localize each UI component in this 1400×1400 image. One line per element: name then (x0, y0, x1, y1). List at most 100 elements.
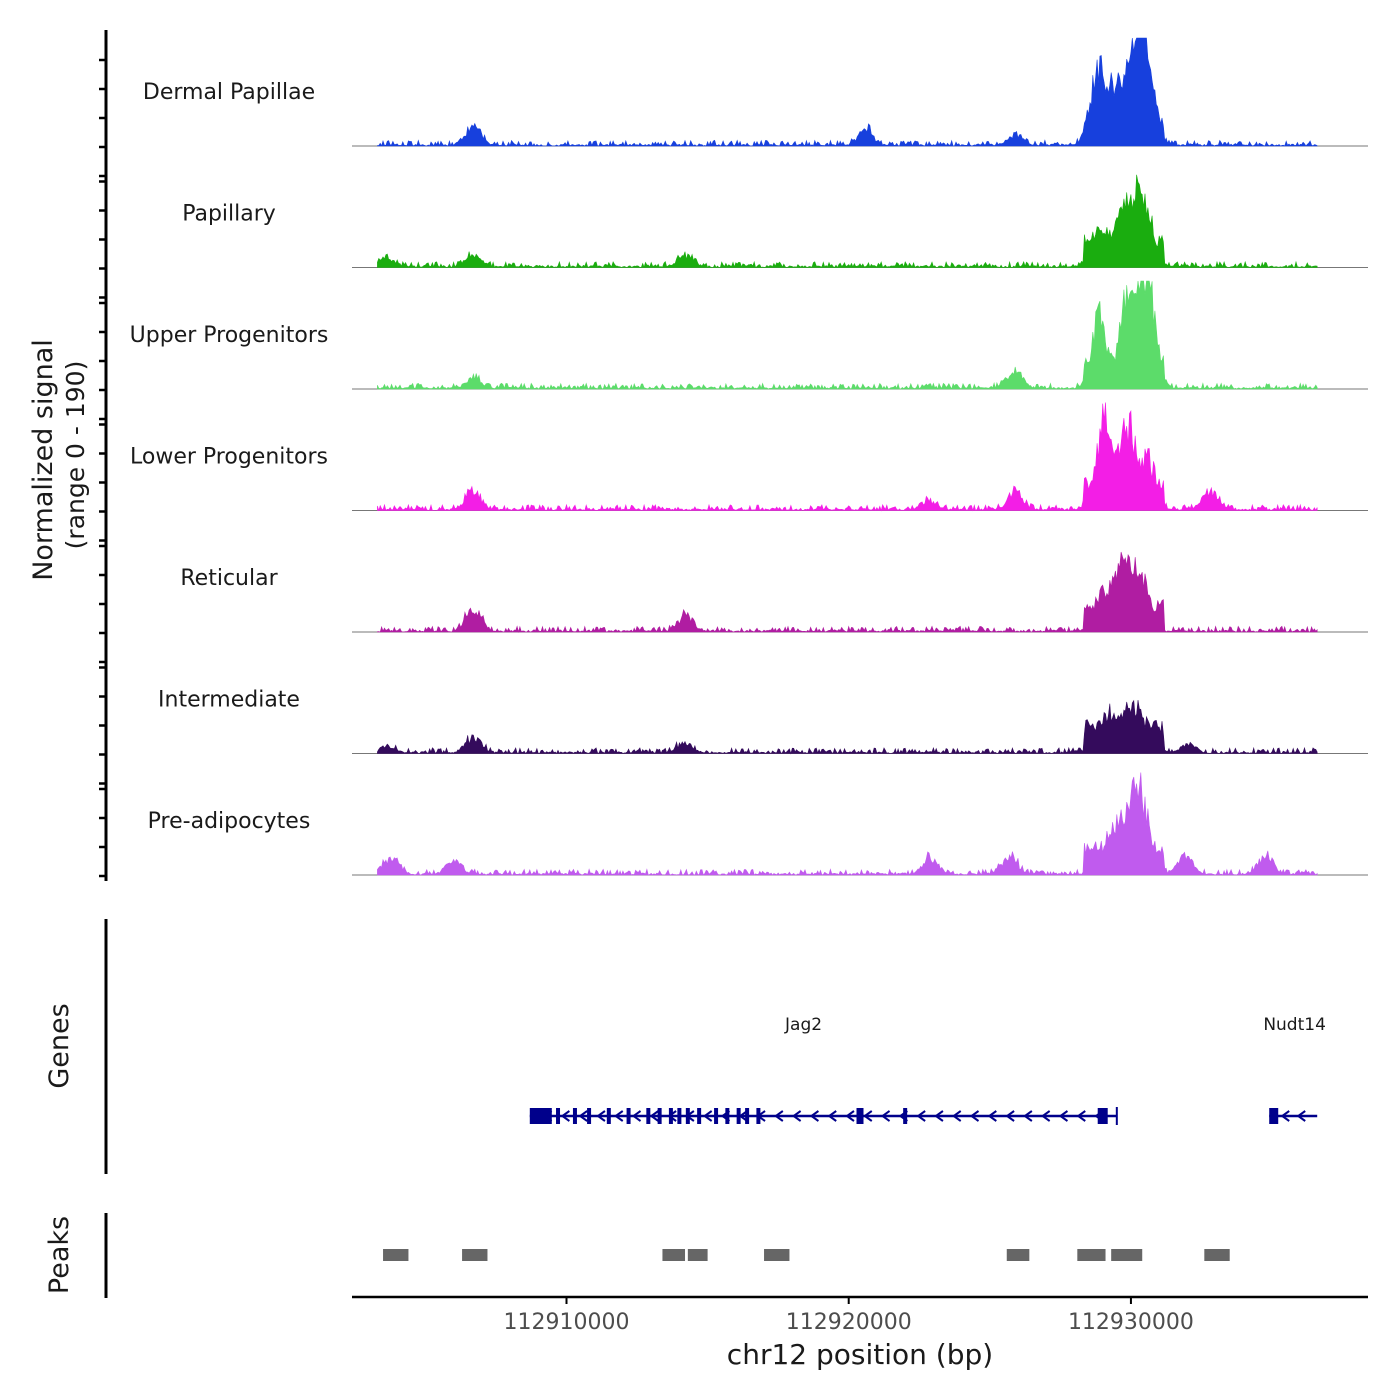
exon (856, 1108, 864, 1124)
genes-panel-title: Genes (44, 1003, 75, 1088)
exon (697, 1108, 702, 1124)
strand-chevron (596, 1110, 606, 1122)
peak-region (1111, 1249, 1143, 1261)
peaks-panel-title: Peaks (44, 1216, 75, 1294)
strand-chevron (649, 1110, 659, 1122)
peak-region (764, 1249, 790, 1261)
strand-chevron (863, 1110, 873, 1122)
x-tick-label: 112910000 (503, 1310, 629, 1335)
signal-area (377, 280, 1318, 390)
strand-chevron (809, 1110, 819, 1122)
strand-chevron (1040, 1110, 1051, 1122)
track-lower-progenitors: Lower Progenitors (130, 402, 1368, 512)
y-axis-title-line1: Normalized signal (28, 339, 59, 581)
exon (685, 1108, 690, 1124)
exon (1269, 1108, 1279, 1124)
exon (606, 1108, 611, 1124)
strand-chevron (880, 1110, 891, 1122)
strand-chevron (560, 1110, 570, 1122)
exon (736, 1108, 741, 1124)
strand-chevron (1058, 1110, 1069, 1122)
gene-label: Jag2 (784, 1015, 822, 1035)
peak-region (462, 1249, 488, 1261)
track-papillary: Papillary (182, 174, 1368, 269)
track-label: Upper Progenitors (130, 323, 329, 348)
strand-chevron (791, 1110, 802, 1122)
peak-regions (383, 1249, 1230, 1261)
gene-jag2: Jag2 (529, 1015, 1118, 1125)
strand-chevron (1005, 1110, 1015, 1122)
strand-chevron (1280, 1110, 1290, 1122)
exon (756, 1108, 761, 1124)
exon (745, 1108, 750, 1124)
strand-chevron (542, 1110, 553, 1122)
strand-chevron (827, 1110, 837, 1122)
peak-region (1006, 1249, 1030, 1261)
gene-nudt14: Nudt14 (1263, 1015, 1326, 1124)
track-label: Intermediate (158, 688, 300, 713)
strand-chevron (934, 1110, 944, 1122)
signal-y-ticks (99, 58, 106, 878)
exon (556, 1108, 561, 1124)
track-label: Reticular (180, 566, 278, 591)
peak-region (1077, 1249, 1106, 1261)
signal-area (377, 551, 1318, 633)
track-pre-adipocytes: Pre-adipocytes (148, 772, 1368, 876)
y-axis-title-line2: (range 0 - 190) (61, 361, 90, 550)
exon (677, 1108, 682, 1124)
strand-chevron (614, 1110, 624, 1122)
exon (725, 1108, 730, 1124)
track-reticular: Reticular (180, 551, 1368, 633)
exon (1097, 1108, 1108, 1124)
track-label: Pre-adipocytes (148, 809, 311, 834)
exon (587, 1108, 592, 1124)
genes-panel: Genes Jag2 Nudt14 (44, 919, 1326, 1174)
exon (668, 1108, 673, 1124)
strand-chevron (1296, 1110, 1306, 1122)
exon (572, 1108, 577, 1124)
exon (657, 1108, 662, 1124)
exon (903, 1108, 908, 1124)
track-label: Dermal Papillae (143, 80, 315, 105)
x-tick-label: 112930000 (1068, 1310, 1194, 1335)
strand-chevron (578, 1110, 588, 1122)
strand-chevron (952, 1110, 962, 1122)
exon (646, 1108, 651, 1124)
peak-region (383, 1249, 409, 1261)
signal-y-axis (99, 30, 108, 881)
signal-area (377, 402, 1318, 512)
strand-chevron (987, 1110, 997, 1122)
strand-chevron (702, 1110, 713, 1122)
strand-chevron (845, 1110, 855, 1122)
track-dermal-papillae: Dermal Papillae (143, 37, 1368, 147)
exon (529, 1108, 552, 1124)
track-upper-progenitors: Upper Progenitors (130, 280, 1368, 390)
x-axis-title: chr12 position (bp) (727, 1338, 993, 1371)
track-intermediate: Intermediate (158, 688, 1368, 755)
gene-label: Nudt14 (1263, 1015, 1326, 1035)
exon (714, 1108, 719, 1124)
x-tick-label: 112920000 (786, 1310, 912, 1335)
peak-region (687, 1249, 708, 1261)
strand-chevron (969, 1110, 980, 1122)
strand-chevron (916, 1110, 926, 1122)
signal-area (377, 699, 1318, 755)
signal-area (377, 772, 1318, 876)
strand-chevron (631, 1110, 642, 1122)
x-axis: 112910000 112920000 112930000 chr12 positi… (352, 1295, 1368, 1371)
x-axis-ticks: 112910000 112920000 112930000 (503, 1297, 1194, 1335)
gene-models: Jag2 Nudt14 (529, 1015, 1326, 1125)
track-label: Papillary (182, 202, 276, 227)
strand-chevron (1023, 1110, 1033, 1122)
signal-tracks: Dermal Papillae Papillary Upper Progenitor… (130, 37, 1368, 876)
peak-region (662, 1249, 686, 1261)
signal-area (377, 174, 1318, 269)
peak-region (1204, 1249, 1230, 1261)
peaks-panel: Peaks (44, 1213, 1230, 1298)
exon (626, 1108, 631, 1124)
track-label: Lower Progenitors (130, 445, 328, 470)
strand-chevron (1076, 1110, 1086, 1122)
signal-area (377, 37, 1318, 147)
strand-chevron (774, 1110, 784, 1122)
